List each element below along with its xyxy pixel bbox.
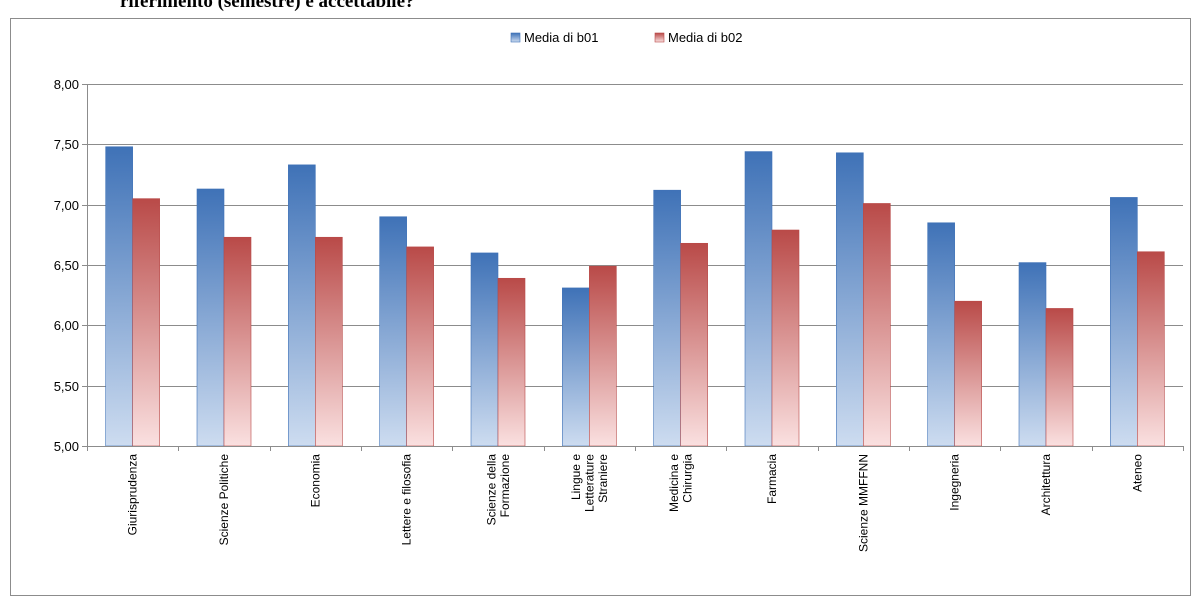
chart-frame: Media di b01 Media di b02 5,00 5,50 6,00 6,5… [10, 18, 1191, 596]
bar-b01 [1110, 197, 1138, 447]
bar-b02 [315, 236, 343, 447]
bar-b01 [562, 287, 590, 447]
category-label: Scienze MMFFNN [856, 454, 870, 552]
page-heading: riferimento (semestre) è accettabile? [120, 0, 415, 12]
category-label: Straniere [596, 454, 610, 503]
bar-b02 [771, 229, 800, 447]
bar-b02 [954, 300, 982, 447]
y-tick-label: 6,00 [54, 318, 79, 333]
legend-swatch-b01 [510, 32, 521, 43]
labels: 5,00 5,50 6,00 6,50 7,00 7,50 8,00 Giurispruden… [54, 77, 1145, 552]
bar-b02 [223, 236, 252, 447]
category-label: Chirurgia [680, 454, 694, 503]
category-label: Scienze della [484, 454, 498, 526]
category-label: Giurisprudenza [126, 454, 140, 536]
bar-b01 [1018, 262, 1047, 447]
axes [82, 84, 1184, 451]
bar-b01 [653, 189, 681, 447]
legend-label-b01: Media di b01 [524, 30, 598, 45]
bar-b01 [744, 151, 773, 447]
y-tick-label: 6,50 [54, 258, 79, 273]
bar-b02 [406, 246, 434, 447]
y-tick-label: 7,00 [54, 198, 79, 213]
bars [105, 146, 1165, 447]
bar-b01 [927, 222, 955, 447]
bar-b02 [680, 242, 708, 447]
category-label: Medicina e [667, 454, 681, 512]
category-label: Ateneo [1130, 454, 1144, 492]
bar-b01 [196, 188, 225, 447]
category-label: Scienze Politiche [217, 454, 231, 546]
bar-b01 [379, 216, 407, 447]
bar-b01 [836, 152, 864, 447]
category-label: Ingegneria [948, 454, 962, 511]
bar-b02 [132, 198, 160, 447]
y-tick-label: 7,50 [54, 137, 79, 152]
bar-b01 [470, 252, 499, 447]
bar-b02 [497, 277, 526, 447]
y-tick-label: 8,00 [54, 77, 79, 92]
gridlines [87, 84, 1183, 387]
category-label: Lettere e filosofia [400, 454, 414, 546]
bar-b02 [1045, 308, 1074, 447]
y-tick-label: 5,50 [54, 379, 79, 394]
y-tick-label: 5,00 [54, 439, 79, 454]
category-label: Formazione [498, 454, 512, 518]
bar-b02 [863, 203, 891, 447]
legend-label-b02: Media di b02 [668, 30, 742, 45]
category-label: Lingue e [569, 454, 583, 500]
bar-b01 [105, 146, 133, 447]
category-label: Letterature [582, 454, 596, 512]
bar-chart: Media di b01 Media di b02 5,00 5,50 6,00 6,5… [54, 30, 1184, 552]
bar-b02 [589, 265, 617, 447]
legend-swatch-b02 [654, 32, 665, 43]
category-label: Economia [308, 454, 322, 508]
category-label: Farmacia [765, 454, 779, 504]
legend: Media di b01 Media di b02 [510, 30, 742, 45]
bar-b01 [288, 164, 316, 447]
category-label: Architettura [1039, 454, 1053, 516]
bar-b02 [1137, 251, 1165, 447]
